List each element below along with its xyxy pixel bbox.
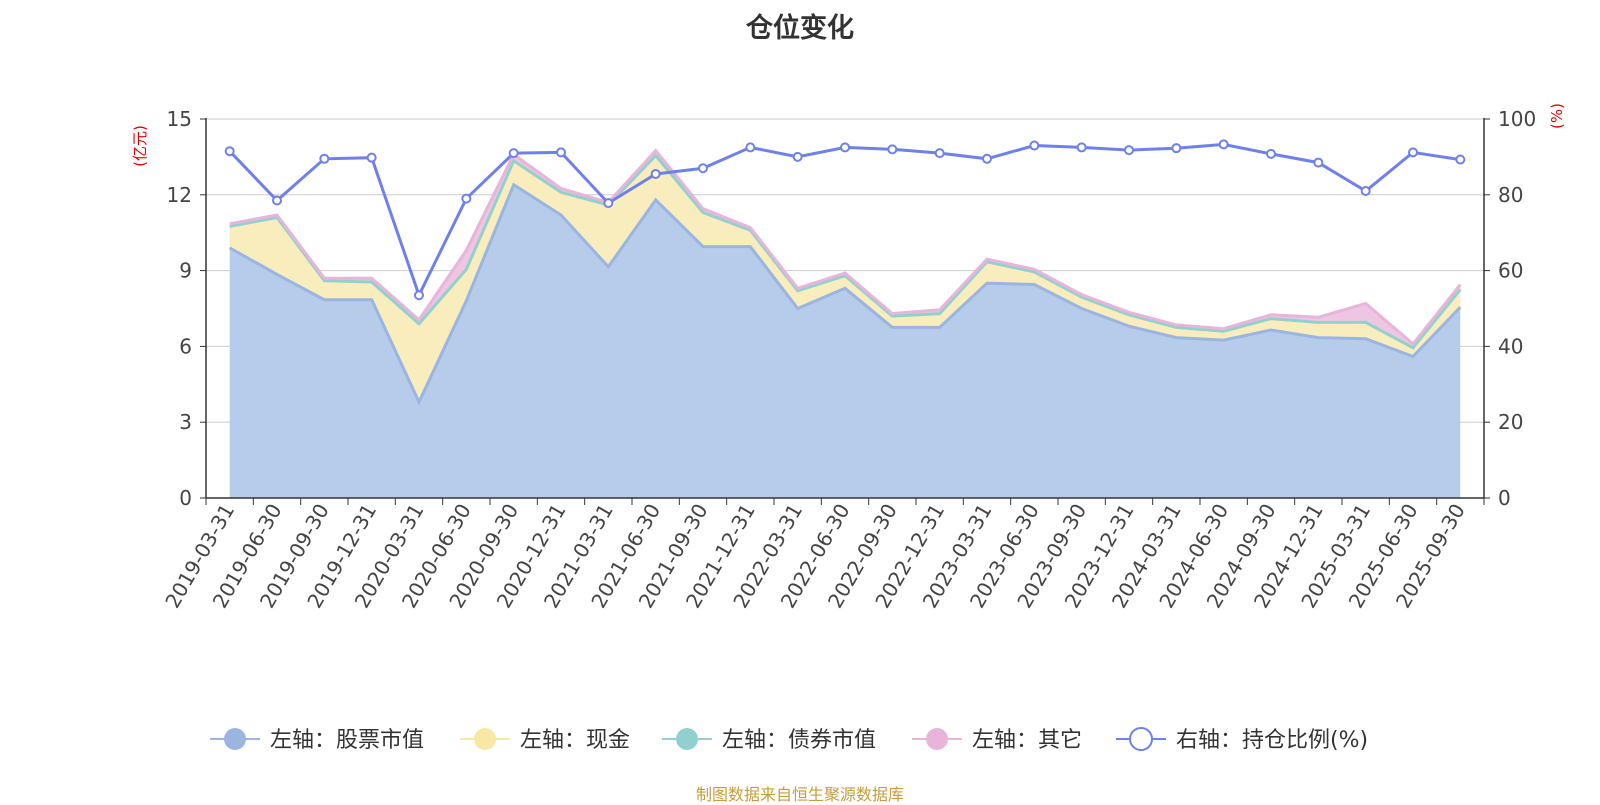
right-axis-tick-label: 0: [1498, 486, 1511, 510]
left-axis-tick-label: 15: [167, 107, 192, 131]
legend-marker: [926, 728, 948, 750]
legend-label: 右轴：持仓比例(%): [1176, 728, 1368, 753]
holding-ratio-point: [1266, 148, 1276, 159]
holding-ratio-point: [319, 153, 330, 164]
area-line-左轴：股票市值: [228, 182, 1462, 406]
area-左轴：现金: [229, 155, 1461, 402]
holding-ratio-point: [1171, 143, 1182, 154]
holding-ratio-point: [508, 148, 519, 159]
right-axis-tick-label: 40: [1498, 334, 1523, 358]
holding-ratio-point: [1076, 142, 1087, 153]
legend-label: 左轴：其它: [972, 728, 1082, 753]
legend-label: 左轴：股票市值: [270, 728, 424, 753]
legend-label: 左轴：现金: [520, 728, 630, 753]
holding-ratio-point: [1455, 154, 1466, 165]
right-axis-tick-label: 80: [1498, 183, 1523, 207]
left-axis-tick-label: 12: [167, 183, 192, 207]
holding-ratio-point: [556, 147, 566, 158]
holding-ratio-point: [698, 163, 708, 174]
left-axis-tick-label: 3: [179, 410, 192, 434]
holding-ratio-point: [840, 142, 850, 153]
legend-marker: [676, 728, 698, 750]
holding-ratio-point: [224, 146, 235, 157]
legend-marker: [224, 728, 246, 750]
holding-ratio-point: [982, 153, 992, 164]
holding-ratio-point: [461, 193, 472, 204]
holding-ratio-point: [1124, 145, 1134, 156]
holding-ratio-point: [1360, 186, 1371, 197]
legend-marker: [1129, 727, 1153, 751]
chart-title: 仓位变化: [746, 13, 854, 44]
holding-ratio-point: [792, 151, 803, 162]
holding-ratio-point: [1408, 147, 1418, 158]
holding-ratio-point: [1313, 157, 1324, 168]
holding-ratio-point: [366, 152, 377, 163]
area-左轴：股票市值: [229, 184, 1461, 498]
holding-ratio-point: [414, 290, 424, 301]
holding-ratio-point: [1218, 139, 1229, 150]
legend-label: 左轴：债券市值: [722, 728, 876, 753]
left-axis-label: (亿元): [131, 125, 149, 167]
holding-ratio-point: [745, 142, 756, 153]
right-axis-tick-label: 60: [1498, 259, 1523, 283]
holding-ratio-point: [887, 144, 898, 155]
right-axis-tick-label: 20: [1498, 410, 1523, 434]
holding-ratio-point: [934, 148, 945, 159]
source-note: 制图数据来自恒生聚源数据库: [695, 785, 904, 804]
area-line-左轴：债券市值: [229, 153, 1462, 350]
holding-ratio-point: [603, 198, 614, 209]
holding-ratio-point: [272, 195, 282, 206]
left-axis-tick-label: 6: [179, 334, 192, 358]
area-line-左轴：其它: [229, 148, 1462, 347]
left-axis-tick-label: 9: [179, 259, 192, 283]
holding-ratio-point: [650, 168, 661, 179]
right-axis-label: (%): [1548, 103, 1566, 129]
legend-marker: [474, 728, 496, 750]
holding-ratio-point: [1029, 140, 1040, 151]
left-axis-tick-label: 0: [179, 486, 192, 510]
right-axis-tick-label: 100: [1498, 107, 1536, 131]
